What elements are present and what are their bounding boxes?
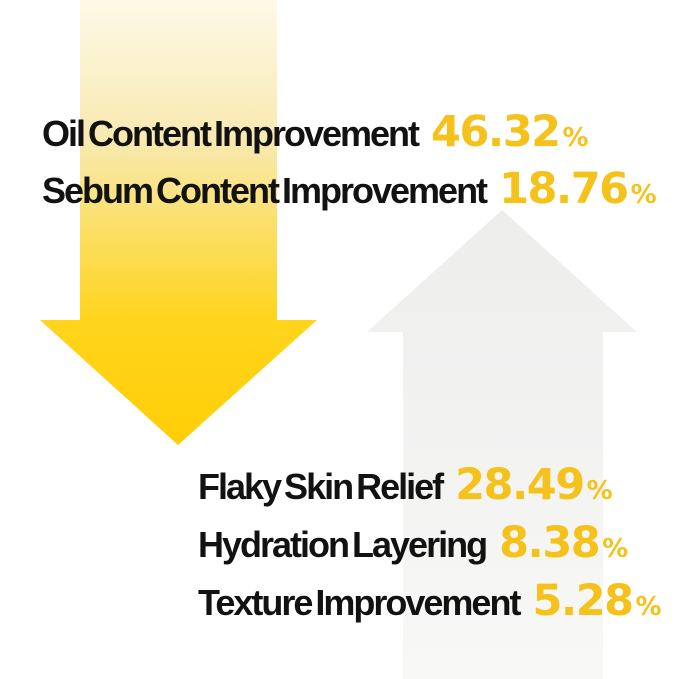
metric-value: 28.49 xyxy=(455,460,585,510)
metric-value: 18.76 xyxy=(499,164,629,214)
metric-row-flaky-skin: Flaky Skin Relief 28.49 % xyxy=(198,464,613,507)
metric-value: 46.32 xyxy=(431,107,561,157)
metric-unit: % xyxy=(586,476,613,506)
down-arrow-icon xyxy=(40,0,317,445)
metric-label: Hydration Layering xyxy=(198,524,488,565)
metric-row-oil-content: Oil Content Improvement 46.32 % xyxy=(42,111,589,154)
metric-label: Oil Content Improvement xyxy=(42,113,420,154)
metric-value: 8.38 xyxy=(499,518,601,568)
metric-unit: % xyxy=(562,123,589,153)
metric-unit: % xyxy=(630,180,657,210)
metric-row-hydration-layering: Hydration Layering 8.38 % xyxy=(198,522,628,565)
metric-row-sebum-content: Sebum Content Improvement 18.76 % xyxy=(42,168,657,211)
metric-unit: % xyxy=(635,592,662,622)
metric-label: Sebum Content Improvement xyxy=(42,170,488,211)
metric-label: Flaky Skin Relief xyxy=(198,466,444,507)
metric-value: 5.28 xyxy=(532,576,634,626)
up-arrow-icon xyxy=(367,210,637,679)
metric-row-texture-improvement: Texture Improvement 5.28 % xyxy=(198,580,662,623)
metric-label: Texture Improvement xyxy=(198,582,521,623)
metric-unit: % xyxy=(602,534,629,564)
